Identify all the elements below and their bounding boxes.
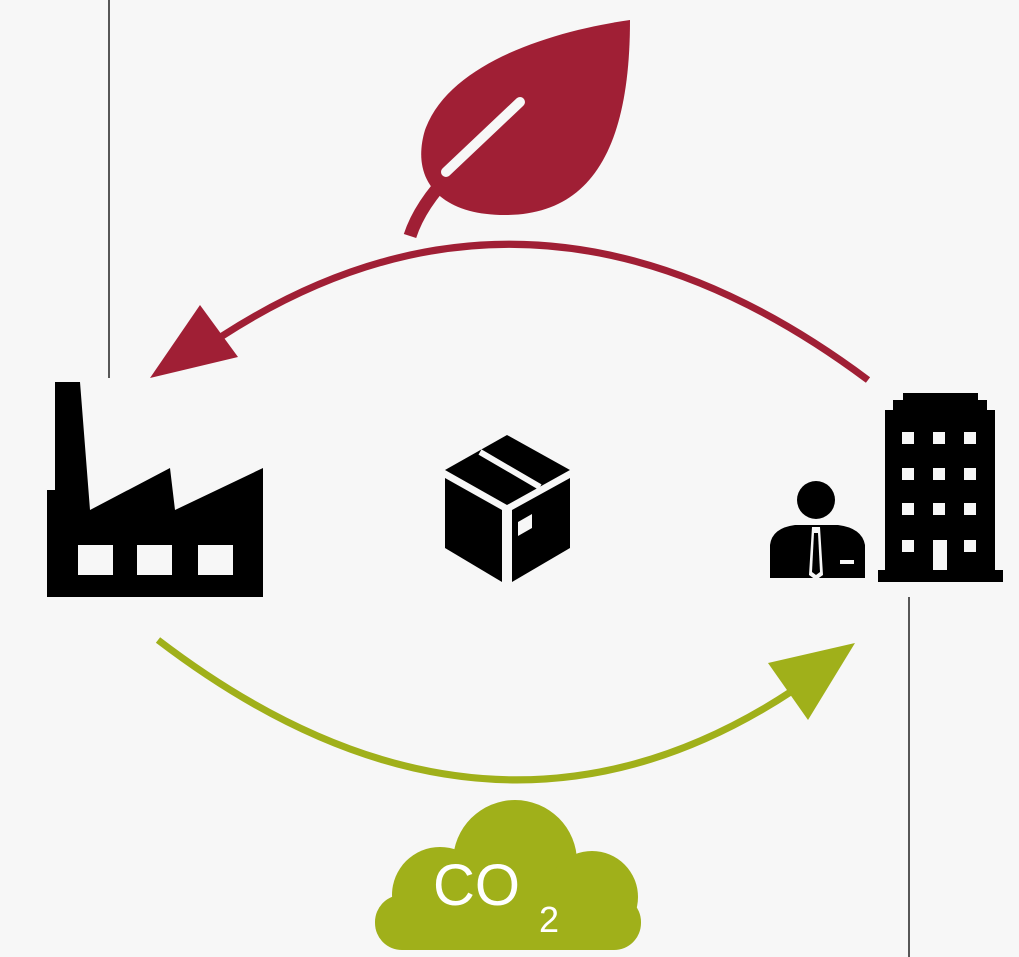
factory-icon bbox=[47, 382, 263, 597]
leaf-icon bbox=[403, 20, 630, 239]
package-icon bbox=[445, 435, 570, 582]
cloud-subscript: 2 bbox=[539, 899, 559, 940]
building-icon bbox=[878, 393, 1003, 582]
return-arrow bbox=[150, 240, 871, 383]
cloud-label: CO bbox=[433, 853, 520, 918]
customer-icon bbox=[770, 481, 865, 580]
co2-cloud: CO 2 bbox=[375, 800, 641, 950]
delivery-arrow bbox=[155, 637, 855, 784]
